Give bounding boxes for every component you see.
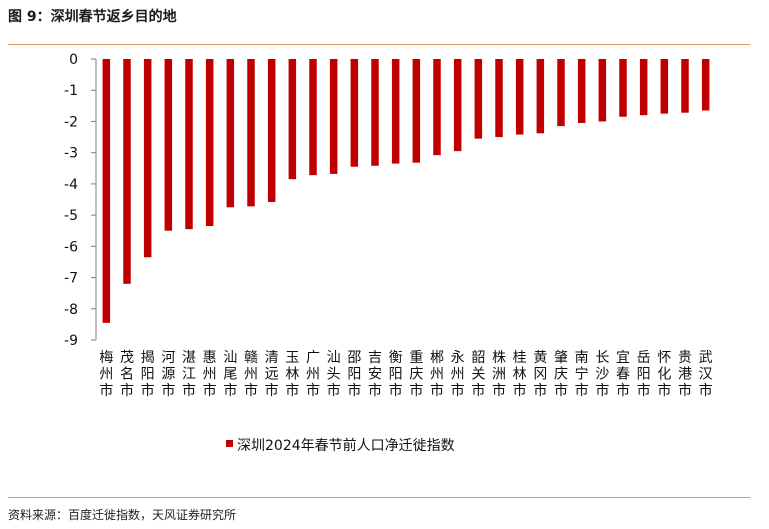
y-tick-label: -9 bbox=[64, 333, 78, 349]
bar bbox=[226, 59, 235, 208]
y-tick-label: -6 bbox=[64, 239, 78, 255]
x-tick-label: 郴州市 bbox=[430, 350, 444, 399]
bars bbox=[102, 59, 710, 323]
bar bbox=[350, 59, 359, 167]
bar bbox=[143, 59, 152, 258]
y-tick-label: -1 bbox=[64, 83, 78, 99]
y-tick-label: -5 bbox=[64, 208, 78, 224]
x-tick-label: 汕头市 bbox=[327, 350, 341, 399]
x-tick-label: 武汉市 bbox=[699, 350, 713, 399]
bar bbox=[185, 59, 193, 230]
x-tick-label: 吉安市 bbox=[368, 350, 382, 399]
x-tick-label: 清远市 bbox=[265, 350, 279, 399]
bar bbox=[453, 59, 462, 152]
y-tick-label: -7 bbox=[64, 271, 78, 287]
x-tick-label: 长沙市 bbox=[595, 350, 609, 399]
x-tick-label: 汕尾市 bbox=[223, 350, 237, 399]
bar bbox=[639, 59, 648, 116]
x-tick-label: 梅州市 bbox=[99, 350, 113, 399]
y-tick-label: 0 bbox=[69, 52, 78, 68]
legend-swatch bbox=[226, 440, 233, 447]
x-tick-label: 重庆市 bbox=[409, 350, 423, 399]
bar bbox=[474, 59, 483, 139]
bar bbox=[495, 59, 503, 138]
y-tick-label: -4 bbox=[64, 177, 78, 193]
bar bbox=[164, 59, 173, 231]
bar bbox=[433, 59, 441, 156]
x-tick-label: 肇庆市 bbox=[554, 350, 568, 399]
y-tick-label: -3 bbox=[64, 146, 78, 162]
bar bbox=[329, 59, 338, 174]
bar bbox=[288, 59, 297, 180]
x-tick-label: 桂林市 bbox=[513, 350, 527, 399]
bar bbox=[412, 59, 421, 163]
x-axis-labels: 梅州市茂名市揭阳市河源市湛江市惠州市汕尾市赣州市清远市玉林市广州市汕头市邵阳市吉… bbox=[99, 349, 712, 399]
legend-label: 深圳2024年春节前人口净迁徙指数 bbox=[237, 437, 455, 454]
bar bbox=[557, 59, 565, 127]
bar bbox=[247, 59, 255, 207]
x-tick-label: 株洲市 bbox=[492, 350, 506, 399]
x-tick-label: 黄冈市 bbox=[533, 349, 547, 399]
y-tick-label: -2 bbox=[64, 114, 78, 130]
x-tick-label: 河源市 bbox=[161, 350, 175, 399]
x-tick-label: 韶关市 bbox=[471, 350, 485, 399]
bar bbox=[309, 59, 317, 176]
bar bbox=[701, 59, 710, 111]
bar bbox=[619, 59, 627, 117]
bar bbox=[205, 59, 214, 227]
legend: 深圳2024年春节前人口净迁徙指数 bbox=[226, 437, 455, 454]
x-tick-label: 衡阳市 bbox=[389, 350, 403, 399]
figure-title: 图 9：深圳春节返乡目的地 bbox=[8, 9, 177, 25]
y-tick-label: -8 bbox=[64, 302, 78, 318]
bar bbox=[515, 59, 524, 135]
bar bbox=[577, 59, 586, 124]
source-note: 资料来源：百度迁徙指数，天风证券研究所 bbox=[8, 508, 237, 522]
x-tick-label: 广州市 bbox=[306, 350, 320, 399]
top-divider bbox=[8, 44, 750, 45]
bar bbox=[681, 59, 689, 113]
bar bbox=[371, 59, 379, 166]
y-axis: 0 -1 -2 -3 -4 -5 -6 -7 -8 -9 bbox=[64, 52, 97, 349]
x-tick-label: 惠州市 bbox=[203, 350, 217, 399]
x-tick-label: 宜春市 bbox=[616, 350, 630, 399]
bar bbox=[123, 59, 131, 284]
x-tick-label: 茂名市 bbox=[120, 349, 134, 399]
bar bbox=[267, 59, 276, 202]
x-tick-label: 岳阳市 bbox=[637, 350, 651, 399]
bar bbox=[536, 59, 545, 134]
x-tick-label: 永州市 bbox=[451, 350, 465, 399]
bar bbox=[660, 59, 669, 114]
x-tick-label: 怀化市 bbox=[657, 350, 671, 399]
bar bbox=[598, 59, 607, 122]
bar bbox=[391, 59, 400, 164]
x-tick-label: 玉林市 bbox=[285, 350, 299, 399]
x-tick-label: 贵港市 bbox=[678, 350, 692, 399]
x-tick-label: 揭阳市 bbox=[141, 350, 155, 399]
x-tick-label: 邵阳市 bbox=[347, 350, 361, 399]
x-tick-label: 赣州市 bbox=[244, 350, 258, 399]
bar bbox=[102, 59, 111, 323]
bottom-divider bbox=[8, 497, 750, 498]
x-tick-label: 湛江市 bbox=[182, 350, 196, 399]
x-tick-label: 南宁市 bbox=[575, 350, 589, 399]
